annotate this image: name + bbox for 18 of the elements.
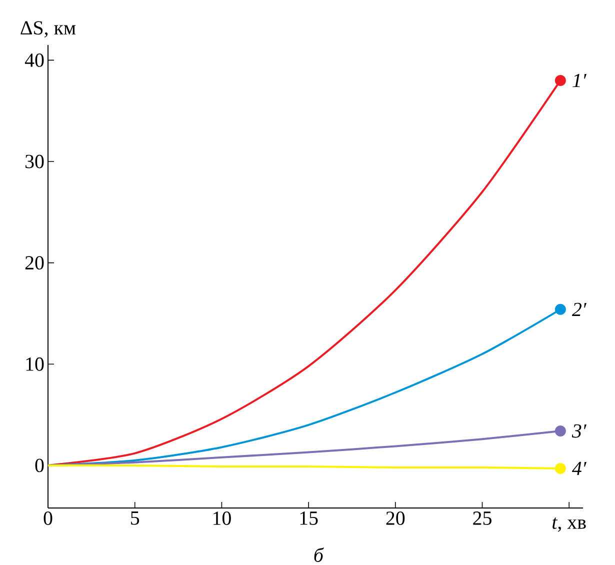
y-tick-label: 30 [26,154,44,168]
y-tick-label: 20 [25,256,44,270]
x-tick-label: 5 [131,512,140,525]
x-tick-label: 25 [473,512,492,525]
x-tick-label: 10 [213,512,231,525]
text: б [314,548,324,562]
y-tick-label: 10 [26,357,44,371]
series-label: 4′ [572,462,586,476]
x-tick-label: 20 [386,512,405,525]
y-tick-label: 0 [35,458,44,472]
series-label: 2′ [572,302,586,316]
x-tick-label: 15 [300,512,318,525]
x-axis-title: t, хв [552,518,586,532]
y-axis-title: ΔS, км [20,21,76,38]
series-label: 1′ [572,74,586,88]
x-tick-label: 0 [44,512,52,525]
series-label: 3′ [572,424,586,438]
y-tick-label: 40 [24,53,44,67]
